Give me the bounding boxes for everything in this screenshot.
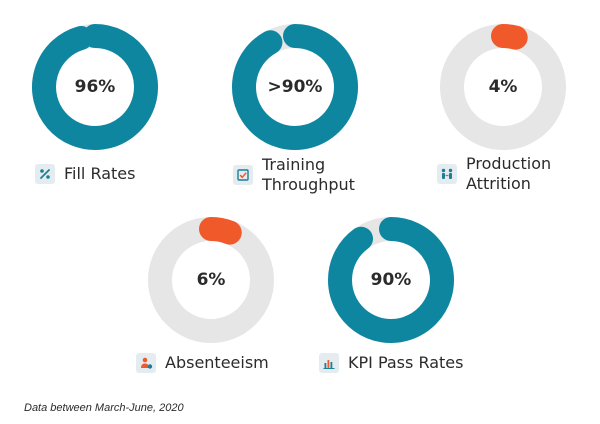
production-attrition-value: 4%	[488, 77, 518, 97]
donut-fill-rates: 96%	[30, 22, 160, 152]
absenteeism-value: 6%	[196, 270, 226, 290]
checklist-icon	[233, 165, 253, 185]
donut-kpi-pass-rates: 90%	[326, 215, 456, 345]
donut-absenteeism: 6%	[146, 215, 276, 345]
label-absenteeism: Absenteeism	[136, 353, 269, 373]
donut-kpi-pass-rates-svg	[328, 217, 454, 343]
percent-icon	[35, 164, 55, 184]
donut-training-throughput-svg	[232, 24, 358, 150]
donut-arc-fill-rates	[32, 24, 158, 150]
training-throughput-label: Training Throughput	[262, 155, 355, 194]
bar-chart-icon	[319, 353, 339, 373]
donut-arc-training-throughput	[232, 24, 358, 150]
donut-arc-production-attrition	[491, 24, 528, 50]
absenteeism-label: Absenteeism	[165, 353, 269, 372]
footnote: Data between March-June, 2020	[24, 402, 184, 414]
kpi-pass-rates-label: KPI Pass Rates	[348, 353, 464, 372]
people-exchange-icon	[437, 164, 457, 184]
person-away-icon	[136, 353, 156, 373]
kpi-pass-rates-value: 90%	[370, 270, 412, 290]
label-kpi-pass-rates: KPI Pass Rates	[319, 353, 463, 373]
donut-arc-absenteeism	[199, 217, 242, 245]
fill-rates-value: 96%	[74, 77, 116, 97]
label-production-attrition: Production Attrition	[437, 154, 576, 194]
fill-rates-label: Fill Rates	[64, 164, 136, 183]
donut-fill-rates-svg	[32, 24, 158, 150]
donut-arc-kpi-pass-rates	[328, 217, 454, 343]
donut-production-attrition-svg	[440, 24, 566, 150]
donut-training-throughput: >90%	[230, 22, 360, 152]
donut-absenteeism-svg	[148, 217, 274, 343]
training-throughput-value: >90%	[267, 77, 323, 97]
production-attrition-label: Production Attrition	[466, 154, 552, 193]
label-training-throughput: Training Throughput	[233, 155, 372, 195]
donut-production-attrition: 4%	[438, 22, 568, 152]
label-fill-rates: Fill Rates	[35, 164, 135, 184]
